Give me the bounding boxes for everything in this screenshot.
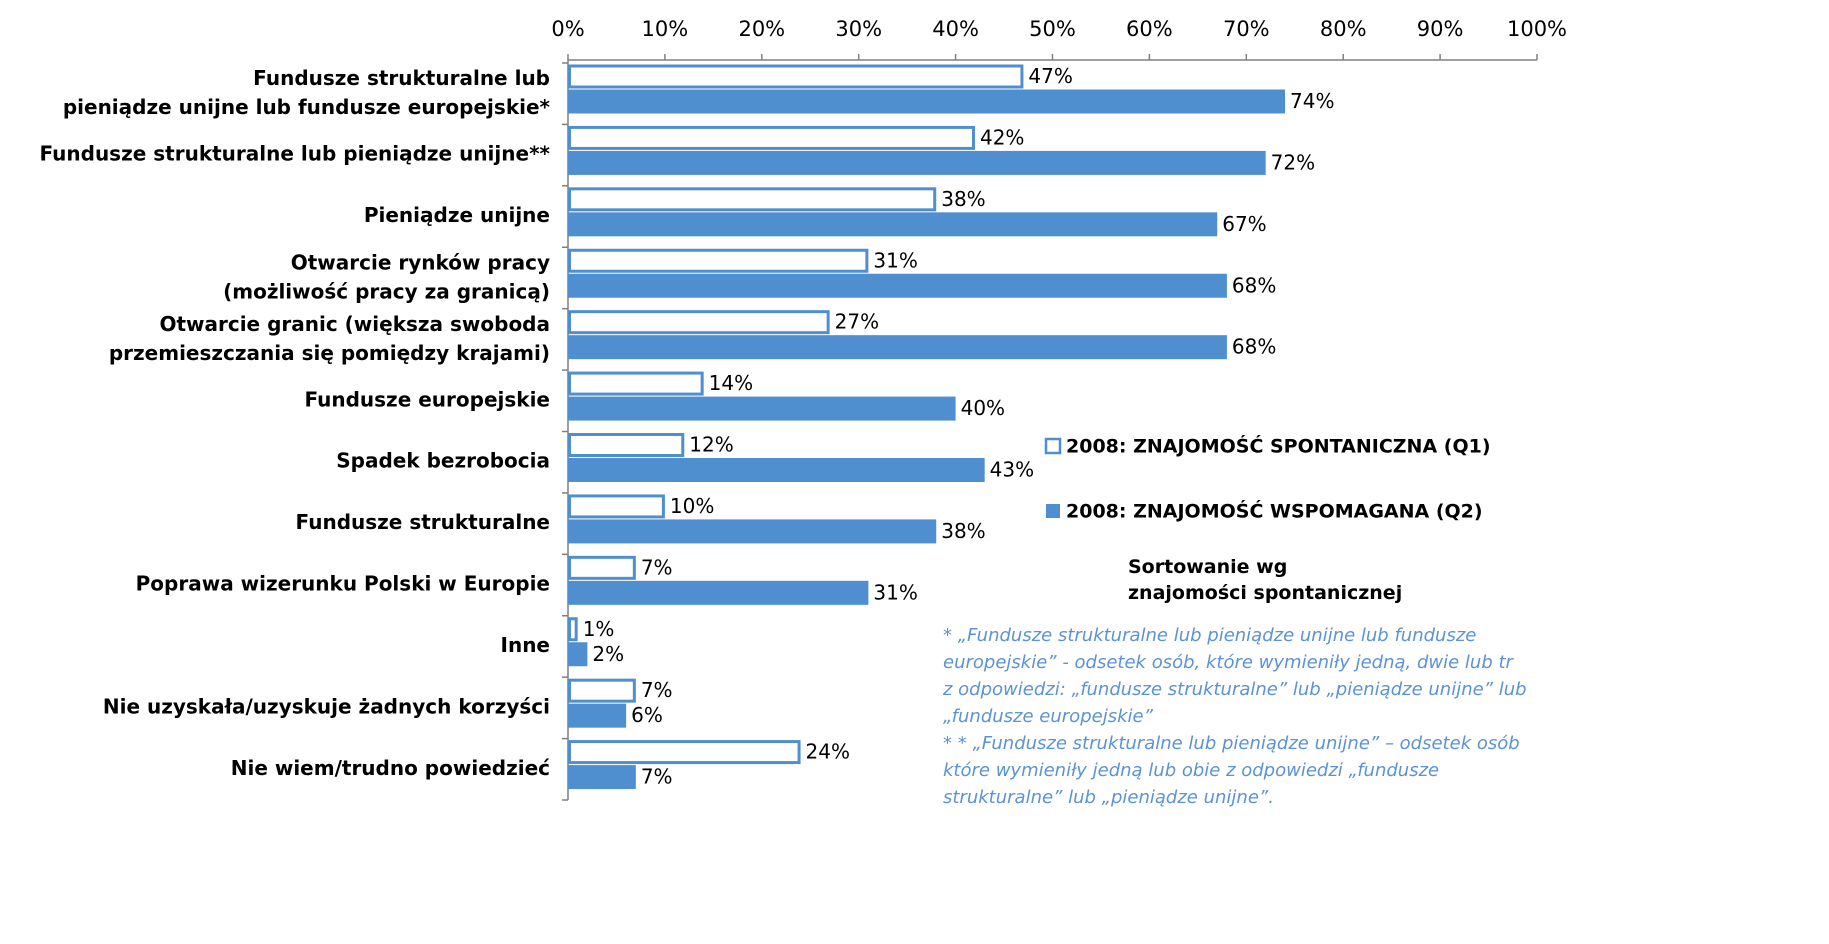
x-tick-label: 10% [642, 17, 689, 41]
footnote: europejskie” - odsetek osób, które wymie… [943, 652, 1515, 673]
bar [568, 580, 869, 605]
category-label: Fundusze europejskie [304, 387, 550, 411]
x-tick-label: 100% [1507, 17, 1567, 41]
value-label: 31% [873, 248, 917, 272]
bar [568, 555, 636, 580]
value-label: 40% [961, 396, 1005, 420]
category-label: Poprawa wizerunku Polski w Europie [136, 572, 550, 596]
x-tick-label: 30% [835, 17, 882, 41]
category-label: Pieniądze unijne [364, 203, 550, 227]
value-label: 74% [1290, 89, 1334, 113]
value-label: 12% [689, 433, 733, 457]
bar [568, 642, 588, 667]
bar [568, 740, 801, 765]
bar [568, 371, 704, 396]
value-label: 67% [1222, 212, 1266, 236]
category-label: Nie uzyskała/uzyskuje żadnych korzyści [103, 694, 550, 718]
footnote: * * „Fundusze strukturalne lub pieniądze… [943, 733, 1520, 754]
value-label: 7% [641, 555, 673, 579]
bar [568, 187, 937, 212]
category-label: Fundusze strukturalne [296, 510, 550, 534]
footnote: strukturalne” lub „pieniądze unijne”. [943, 787, 1274, 808]
bar [568, 273, 1227, 298]
bar [568, 494, 665, 519]
bar [568, 703, 627, 728]
value-label: 47% [1028, 64, 1072, 88]
category-label: Fundusze strukturalne lub pieniądze unijn… [63, 66, 551, 119]
x-tick-label: 70% [1223, 17, 1270, 41]
value-label: 43% [990, 458, 1034, 482]
category-label: Nie wiem/trudno powiedzieć [231, 756, 550, 780]
bar [568, 458, 985, 482]
bar [568, 64, 1024, 89]
category-label: Inne [501, 633, 550, 657]
value-label: 27% [835, 310, 879, 334]
value-label: 10% [670, 494, 714, 518]
bar [568, 125, 975, 150]
value-label: 2% [592, 642, 624, 666]
annotation: Sortowanie wg znajomości spontanicznej [1128, 556, 1402, 604]
bar [568, 310, 830, 335]
category-label: Otwarcie granic (większa swoboda przemies… [109, 311, 550, 364]
bar [568, 678, 636, 703]
x-tick-label: 40% [932, 17, 979, 41]
footnote: z odpowiedzi: „fundusze strukturalne” lu… [942, 679, 1527, 700]
bar [568, 617, 578, 642]
value-label: 7% [641, 765, 673, 789]
legend-swatch [1044, 437, 1062, 455]
x-tick-label: 0% [551, 17, 584, 41]
x-tick-label: 20% [738, 17, 785, 41]
bar [568, 765, 636, 790]
category-label: Otwarcie rynków pracy (możliwość pracy za… [223, 250, 550, 303]
footnote: które wymieniły jedną lub obie z odpowie… [943, 760, 1439, 781]
footnote: „fundusze europejskie” [943, 706, 1154, 727]
value-label: 24% [806, 740, 850, 764]
value-label: 31% [873, 580, 917, 604]
bar [568, 433, 685, 457]
x-tick-label: 80% [1320, 17, 1367, 41]
category-label: Spadek bezrobocia [336, 449, 550, 473]
value-label: 38% [941, 519, 985, 543]
value-label: 68% [1232, 273, 1276, 297]
value-label: 14% [709, 371, 753, 395]
bar [568, 396, 956, 421]
value-label: 6% [631, 703, 663, 727]
legend-label: 2008: ZNAJOMOŚĆ WSPOMAGANA (Q2) [1066, 499, 1483, 523]
category-label: Fundusze strukturalne lub pieniądze unij… [39, 142, 550, 166]
value-label: 68% [1232, 335, 1276, 359]
value-label: 42% [980, 125, 1024, 149]
x-tick-label: 50% [1029, 17, 1076, 41]
bar [568, 212, 1218, 237]
bar [568, 150, 1266, 175]
value-label: 7% [641, 678, 673, 702]
bar [568, 89, 1286, 114]
bar [568, 248, 869, 273]
x-tick-label: 90% [1417, 17, 1464, 41]
legend-label: 2008: ZNAJOMOŚĆ SPONTANICZNA (Q1) [1066, 434, 1491, 458]
value-label: 72% [1271, 150, 1315, 174]
value-label: 38% [941, 187, 985, 211]
value-label: 1% [583, 617, 615, 641]
x-tick-label: 60% [1126, 17, 1173, 41]
bar [568, 335, 1227, 360]
bar [568, 519, 937, 544]
legend-swatch [1046, 504, 1060, 518]
footnote: * „Fundusze strukturalne lub pieniądze u… [943, 625, 1476, 646]
